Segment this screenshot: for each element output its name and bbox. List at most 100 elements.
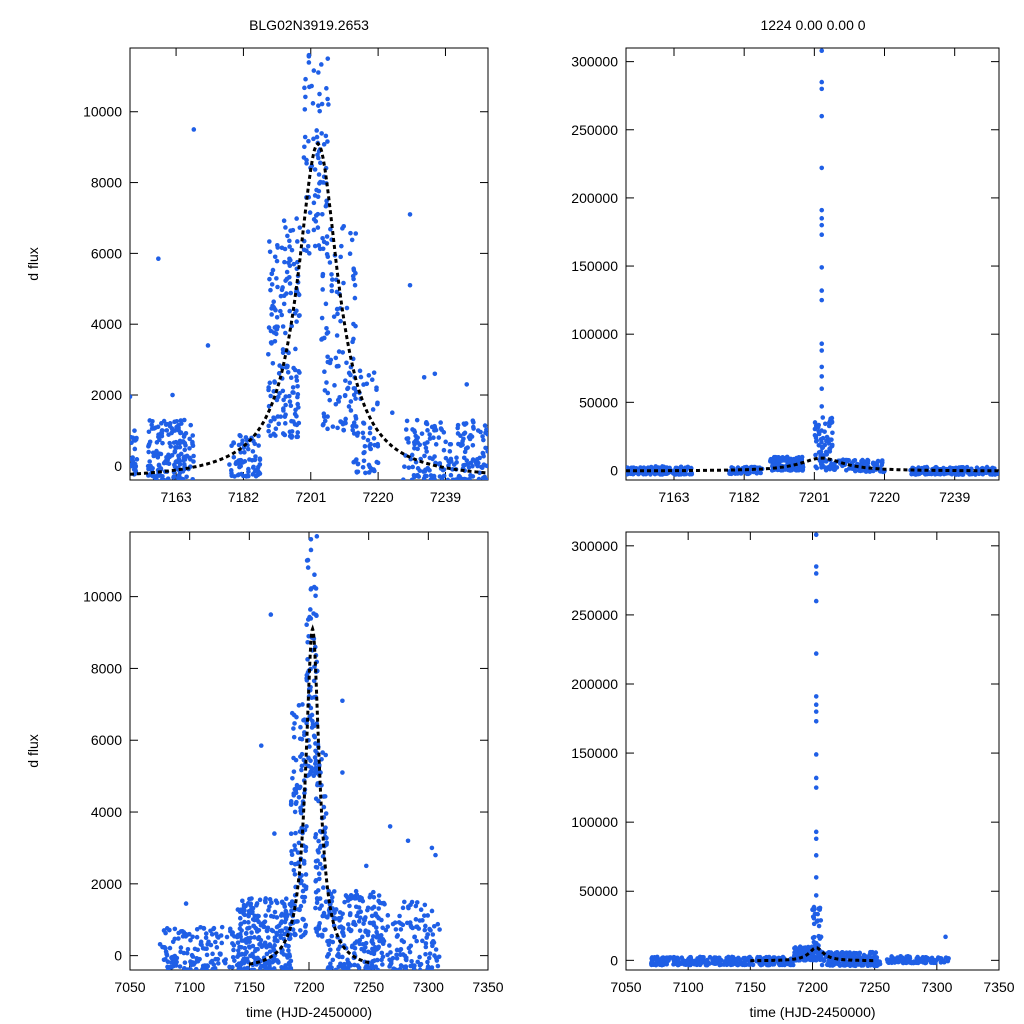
data-point [357, 368, 363, 374]
data-point [857, 950, 863, 956]
data-point [130, 394, 133, 400]
data-point [164, 926, 170, 931]
data-point [936, 471, 941, 477]
data-point [412, 934, 417, 940]
data-point [432, 423, 437, 429]
data-point [244, 473, 250, 479]
data-point [424, 449, 429, 454]
data-point [195, 947, 201, 953]
data-point [363, 965, 368, 970]
data-point [287, 399, 293, 404]
data-point [423, 951, 428, 957]
data-point [470, 442, 476, 448]
model-curve [130, 141, 488, 476]
data-point [239, 928, 244, 933]
data-point [375, 460, 381, 466]
data-point [156, 434, 161, 440]
data-point [294, 319, 299, 324]
data-point [365, 907, 370, 913]
data-point [392, 920, 398, 925]
data-point [308, 758, 313, 764]
data-point [160, 477, 166, 480]
data-point [421, 913, 427, 918]
data-point [330, 424, 336, 429]
data-point [313, 926, 319, 932]
data-point [205, 343, 211, 348]
data-point [435, 921, 441, 927]
data-point [320, 422, 326, 428]
data-point [307, 614, 312, 620]
data-point [292, 411, 298, 417]
data-point [313, 878, 318, 884]
data-point [379, 950, 385, 956]
data-point [172, 926, 178, 932]
data-point [292, 843, 297, 848]
data-point [904, 954, 909, 960]
data-point [403, 966, 408, 970]
data-point [361, 420, 366, 426]
data-point [813, 829, 819, 835]
data-point [336, 964, 342, 970]
data-point [310, 101, 316, 106]
data-point [308, 607, 313, 612]
data-point [382, 901, 387, 907]
data-point [793, 948, 798, 954]
data-point [164, 460, 170, 466]
data-point [291, 755, 296, 761]
data-point [344, 305, 350, 311]
data-point [828, 958, 833, 964]
data-point [847, 465, 853, 471]
data-point [132, 446, 138, 452]
data-point [417, 954, 422, 960]
data-point [275, 245, 281, 250]
data-point [406, 440, 411, 445]
data-point [426, 955, 432, 961]
data-point [251, 923, 256, 929]
data-point [250, 906, 256, 911]
data-point [305, 565, 311, 570]
data-point [351, 336, 356, 342]
data-point [308, 536, 314, 542]
data-point [229, 470, 234, 476]
data-point [476, 476, 482, 480]
data-point [271, 431, 277, 437]
data-point [325, 354, 330, 360]
data-point [262, 963, 268, 969]
data-point [813, 775, 819, 781]
data-point [267, 943, 273, 949]
data-point [238, 921, 244, 927]
data-point [424, 473, 429, 479]
data-point [818, 935, 823, 940]
data-point [372, 442, 378, 448]
data-point [268, 612, 274, 617]
data-point [787, 459, 792, 465]
data-point [276, 421, 282, 427]
data-point [283, 225, 288, 230]
data-point [361, 382, 366, 387]
data-point [323, 133, 329, 139]
data-point [273, 937, 278, 943]
data-point [402, 464, 407, 469]
data-point [819, 444, 825, 450]
data-point [374, 387, 379, 393]
data-point [654, 957, 660, 963]
data-point [791, 459, 797, 465]
x-tick-label: 7220 [869, 489, 900, 505]
data-point [370, 934, 376, 939]
data-point [354, 469, 360, 475]
data-point [481, 453, 486, 459]
data-point [314, 900, 320, 906]
data-point [813, 875, 819, 880]
data-point [331, 889, 337, 894]
data-point [414, 938, 419, 944]
data-point [340, 954, 345, 960]
data-point [292, 932, 298, 938]
data-point [363, 945, 368, 950]
data-point [257, 456, 263, 461]
data-point [280, 431, 286, 436]
data-point [282, 246, 288, 252]
data-point [664, 955, 669, 960]
data-point [730, 961, 735, 967]
data-point [303, 94, 308, 100]
data-point [298, 928, 303, 933]
